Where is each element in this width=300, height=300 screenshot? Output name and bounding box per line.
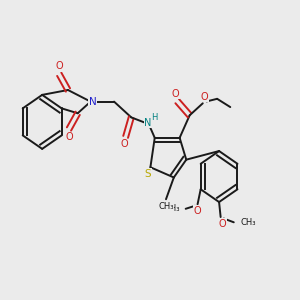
Text: CH₃: CH₃ bbox=[240, 218, 256, 227]
Text: N: N bbox=[89, 97, 97, 106]
Text: O: O bbox=[219, 219, 226, 229]
Text: O: O bbox=[193, 206, 201, 216]
Text: O: O bbox=[172, 88, 179, 99]
Text: N: N bbox=[144, 118, 152, 128]
Text: CH₃: CH₃ bbox=[158, 202, 174, 211]
Text: O: O bbox=[65, 132, 73, 142]
Text: O: O bbox=[121, 140, 128, 149]
Text: S: S bbox=[145, 169, 151, 179]
Text: CH₃: CH₃ bbox=[165, 204, 180, 213]
Text: O: O bbox=[56, 61, 63, 71]
Text: H: H bbox=[151, 113, 158, 122]
Text: O: O bbox=[200, 92, 208, 102]
